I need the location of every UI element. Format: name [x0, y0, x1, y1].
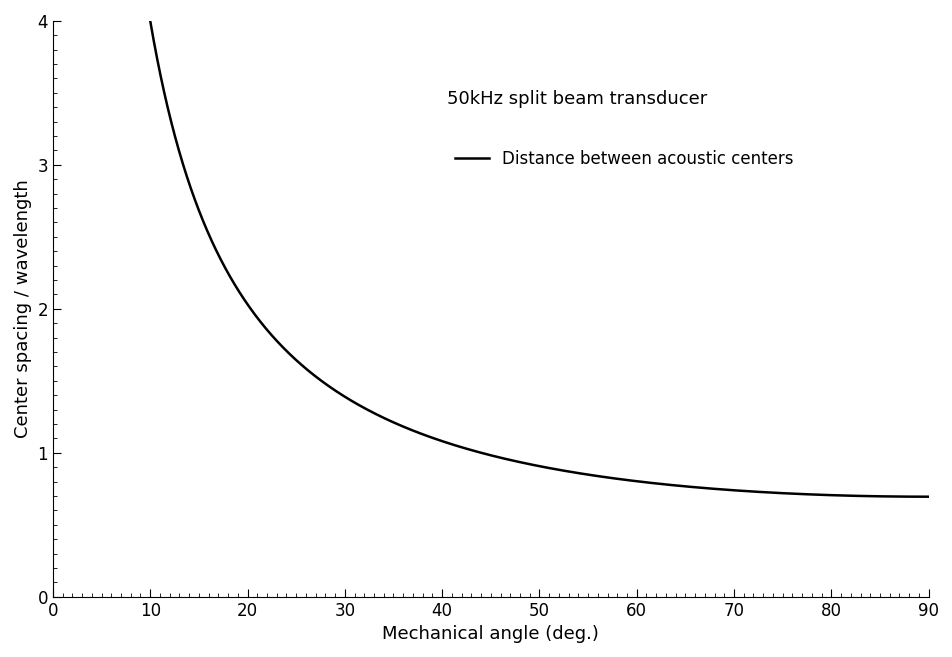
Y-axis label: Center spacing / wavelength: Center spacing / wavelength — [14, 179, 31, 438]
Legend: Distance between acoustic centers: Distance between acoustic centers — [455, 150, 793, 168]
Text: 50kHz split beam transducer: 50kHz split beam transducer — [446, 90, 706, 108]
X-axis label: Mechanical angle (deg.): Mechanical angle (deg.) — [382, 625, 599, 643]
